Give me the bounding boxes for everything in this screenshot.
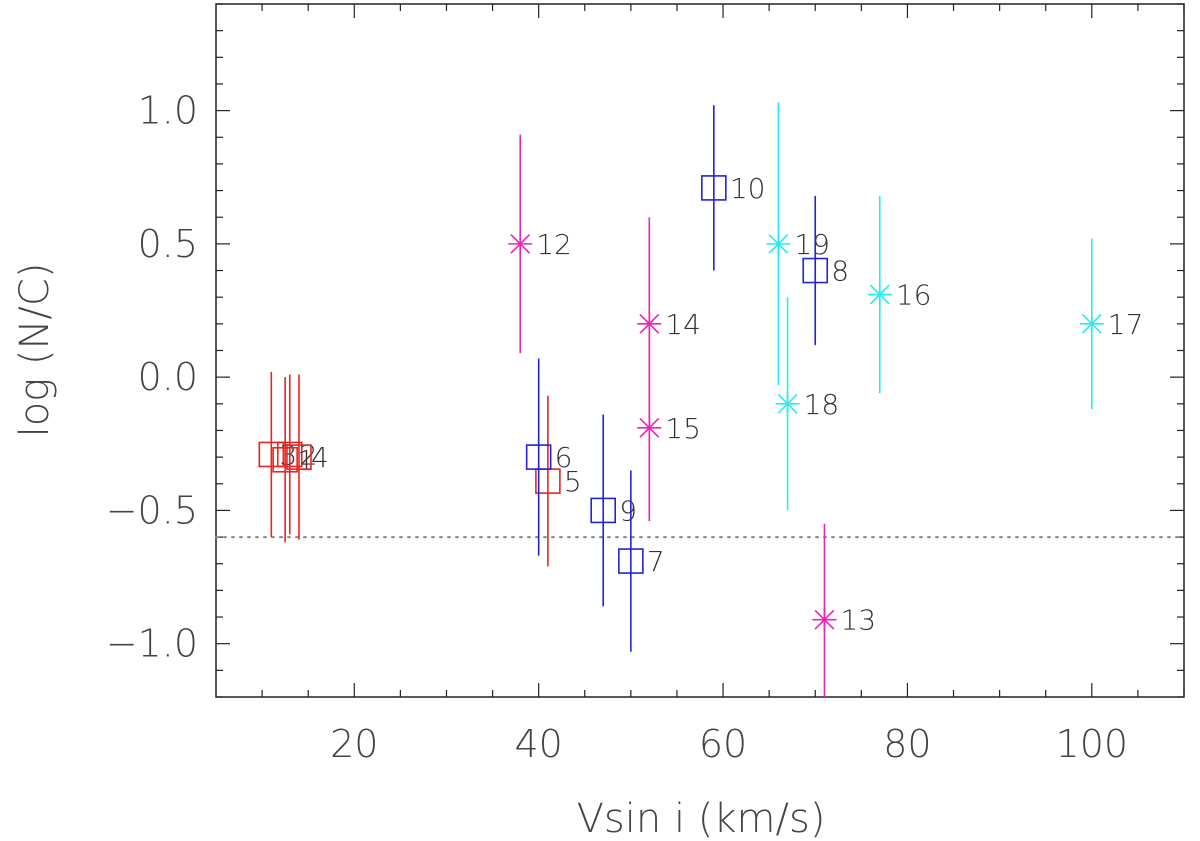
x-tick-label: 80 xyxy=(883,722,931,766)
x-tick-label: 20 xyxy=(330,722,378,766)
point-label-7: 7 xyxy=(647,545,665,578)
square-marker-3 xyxy=(258,441,285,468)
square-marker-9 xyxy=(590,497,617,524)
point-label-12: 12 xyxy=(536,228,572,261)
point-label-15: 15 xyxy=(665,412,701,445)
x-tick-label: 60 xyxy=(699,722,747,766)
point-label-17: 17 xyxy=(1108,308,1144,341)
asterisk-stroke xyxy=(869,284,890,305)
point-label-6: 6 xyxy=(555,441,573,474)
point-label-19: 19 xyxy=(794,228,830,261)
x-tick-label: 100 xyxy=(1056,722,1129,766)
y-tick-label: 1.0 xyxy=(138,89,198,133)
point-label-14: 14 xyxy=(665,308,701,341)
point-label-3: 3 xyxy=(279,438,297,471)
asterisk-stroke xyxy=(1081,313,1102,334)
square-marker-4 xyxy=(286,444,312,470)
point-label-16: 16 xyxy=(896,279,932,312)
y-tick-label: 0.0 xyxy=(138,355,198,399)
asterisk-marker-18 xyxy=(775,391,800,416)
asterisk-marker-16 xyxy=(867,282,892,307)
asterisk-stroke xyxy=(639,417,660,438)
x-axis-title: Vsin i (km/s) xyxy=(577,796,826,841)
asterisk-marker-19 xyxy=(766,231,791,256)
square-marker-2 xyxy=(276,441,303,468)
plot-frame xyxy=(215,3,1185,698)
square-marker-1 xyxy=(272,446,298,473)
asterisk-stroke xyxy=(777,393,798,414)
square-marker-8 xyxy=(802,257,829,284)
y-tick-label: −0.5 xyxy=(106,488,198,532)
asterisk-stroke xyxy=(639,313,660,334)
point-label-8: 8 xyxy=(831,255,849,288)
axis-ticks: 20 40 60 80 100 −1.0 −0.5 0.0 0.5 1.0 xyxy=(106,3,1185,766)
asterisk-marker-17 xyxy=(1079,311,1104,336)
point-label-2: 2 xyxy=(300,438,318,471)
point-label-5: 5 xyxy=(564,465,582,498)
square-marker-10 xyxy=(701,175,727,201)
x-tick-label: 40 xyxy=(514,722,562,766)
asterisk-stroke xyxy=(510,233,531,254)
asterisk-marker-12 xyxy=(508,231,533,256)
y-axis-title: log (N/C) xyxy=(12,263,58,438)
asterisk-stroke xyxy=(814,609,835,630)
y-tick-label: 0.5 xyxy=(138,222,198,266)
y-tick-label: −1.0 xyxy=(106,622,198,666)
point-label-13: 13 xyxy=(840,604,876,637)
point-label-10: 10 xyxy=(730,172,766,205)
asterisk-stroke xyxy=(768,233,789,254)
point-label-18: 18 xyxy=(804,388,840,421)
point-label-4: 4 xyxy=(311,441,329,474)
point-label-9: 9 xyxy=(619,494,637,527)
asterisk-marker-15 xyxy=(637,415,662,440)
asterisk-marker-13 xyxy=(812,607,837,632)
square-marker-7 xyxy=(618,548,644,574)
square-marker-6 xyxy=(525,444,552,470)
asterisk-marker-14 xyxy=(637,311,662,336)
